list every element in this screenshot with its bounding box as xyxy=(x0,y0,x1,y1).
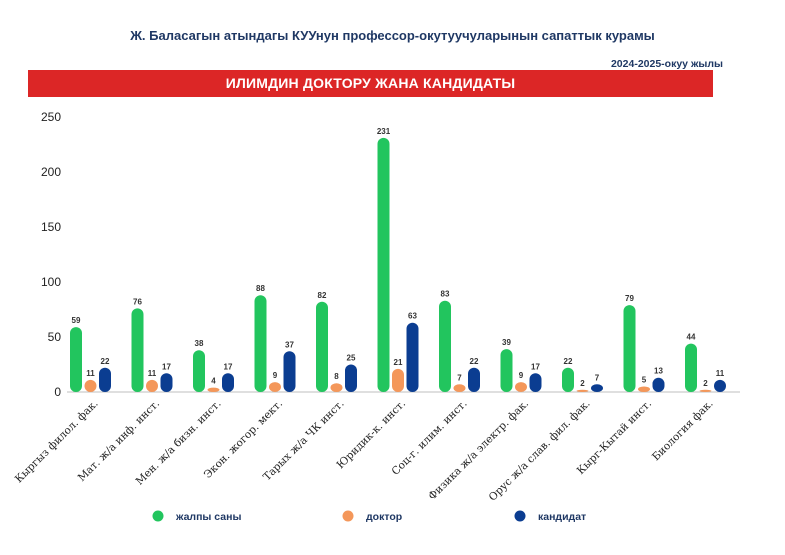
data-label: 7 xyxy=(457,373,462,382)
x-tick-label: Юридик-к. инст. xyxy=(335,398,409,472)
bar xyxy=(453,384,466,392)
data-label: 17 xyxy=(531,362,540,371)
x-axis-labels: Кыргыз филол. фак.Мат. ж/а инф. инст.Мен… xyxy=(13,398,716,504)
bar xyxy=(406,322,419,392)
data-label: 231 xyxy=(377,127,391,136)
x-tick-label: Биология фак. xyxy=(650,398,716,464)
data-label: 59 xyxy=(72,316,81,325)
bar xyxy=(392,368,404,392)
data-label: 21 xyxy=(394,358,403,367)
bar xyxy=(576,389,589,392)
data-label: 4 xyxy=(211,377,216,386)
bar xyxy=(638,386,650,392)
bar xyxy=(254,295,267,392)
bar xyxy=(377,137,390,392)
data-label: 8 xyxy=(334,372,339,381)
legend-label: жалпы саны xyxy=(175,511,241,523)
data-label: 17 xyxy=(224,362,233,371)
data-label: 88 xyxy=(256,284,265,293)
legend-label: кандидат xyxy=(538,511,586,523)
chart-title: Ж. Баласагын атындагы КУУнун профессор-о… xyxy=(130,28,655,43)
chart-banner: ИЛИМДИН ДОКТОРУ ЖАНА КАНДИДАТЫ xyxy=(28,70,713,97)
data-label: 7 xyxy=(595,373,600,382)
bar xyxy=(146,379,158,392)
bar xyxy=(160,373,173,392)
data-label: 37 xyxy=(285,340,294,349)
bar xyxy=(714,379,726,392)
data-label: 38 xyxy=(195,339,204,348)
bar xyxy=(652,377,665,392)
y-tick-label: 150 xyxy=(41,220,61,234)
bar xyxy=(515,382,527,392)
bar xyxy=(591,384,603,392)
y-tick-label: 50 xyxy=(48,330,62,344)
legend-marker xyxy=(342,510,354,522)
x-tick-label: Орус ж/а слав. фил. фак. xyxy=(487,398,593,504)
bar xyxy=(131,308,144,392)
bar xyxy=(562,367,574,392)
data-label: 39 xyxy=(502,338,511,347)
data-label: 2 xyxy=(703,379,708,388)
data-label: 22 xyxy=(564,357,573,366)
y-tick-label: 100 xyxy=(41,275,61,289)
bar xyxy=(685,343,697,392)
data-label: 11 xyxy=(716,369,725,378)
legend-marker xyxy=(152,510,164,522)
data-label: 17 xyxy=(162,362,171,371)
data-label: 83 xyxy=(441,290,450,299)
data-label: 13 xyxy=(654,367,663,376)
data-label: 9 xyxy=(273,371,278,380)
data-label: 22 xyxy=(470,357,479,366)
bar xyxy=(623,305,636,392)
bar xyxy=(500,349,513,392)
bar xyxy=(468,367,480,392)
bar xyxy=(283,351,296,392)
data-label: 5 xyxy=(642,376,647,385)
bar xyxy=(699,389,712,392)
bar xyxy=(345,364,357,392)
bar xyxy=(70,327,82,392)
bar xyxy=(269,382,281,392)
data-label: 63 xyxy=(408,312,417,321)
x-tick-label: Физика ж/а электр. фак. xyxy=(426,398,531,503)
data-label: 25 xyxy=(347,354,356,363)
bar xyxy=(84,379,97,392)
y-tick-label: 200 xyxy=(41,165,61,179)
data-label: 11 xyxy=(148,369,157,378)
bar xyxy=(207,387,220,392)
bar xyxy=(222,373,234,392)
bar xyxy=(439,300,451,392)
data-label: 2 xyxy=(580,379,585,388)
bar xyxy=(99,367,111,392)
chart-subtitle: 2024-2025-окуу жылы xyxy=(610,58,723,70)
bar xyxy=(316,301,328,392)
legend-marker xyxy=(514,510,526,522)
y-tick-label: 0 xyxy=(54,385,61,399)
bar xyxy=(529,373,542,392)
data-label: 11 xyxy=(86,369,95,378)
data-label: 9 xyxy=(519,371,524,380)
legend: жалпы саны доктор кандидат xyxy=(152,510,586,523)
data-label: 76 xyxy=(133,297,142,306)
data-label: 79 xyxy=(625,294,634,303)
data-label: 22 xyxy=(101,357,110,366)
bars-group: 5911227611173841788937828252312163837223… xyxy=(70,127,726,392)
bar xyxy=(193,350,205,392)
legend-label: доктор xyxy=(366,511,402,523)
bar xyxy=(330,383,343,392)
y-axis: 0 50 100 150 200 250 xyxy=(41,110,740,399)
data-label: 44 xyxy=(687,333,696,342)
y-tick-label: 250 xyxy=(41,110,61,124)
data-label: 82 xyxy=(318,291,327,300)
